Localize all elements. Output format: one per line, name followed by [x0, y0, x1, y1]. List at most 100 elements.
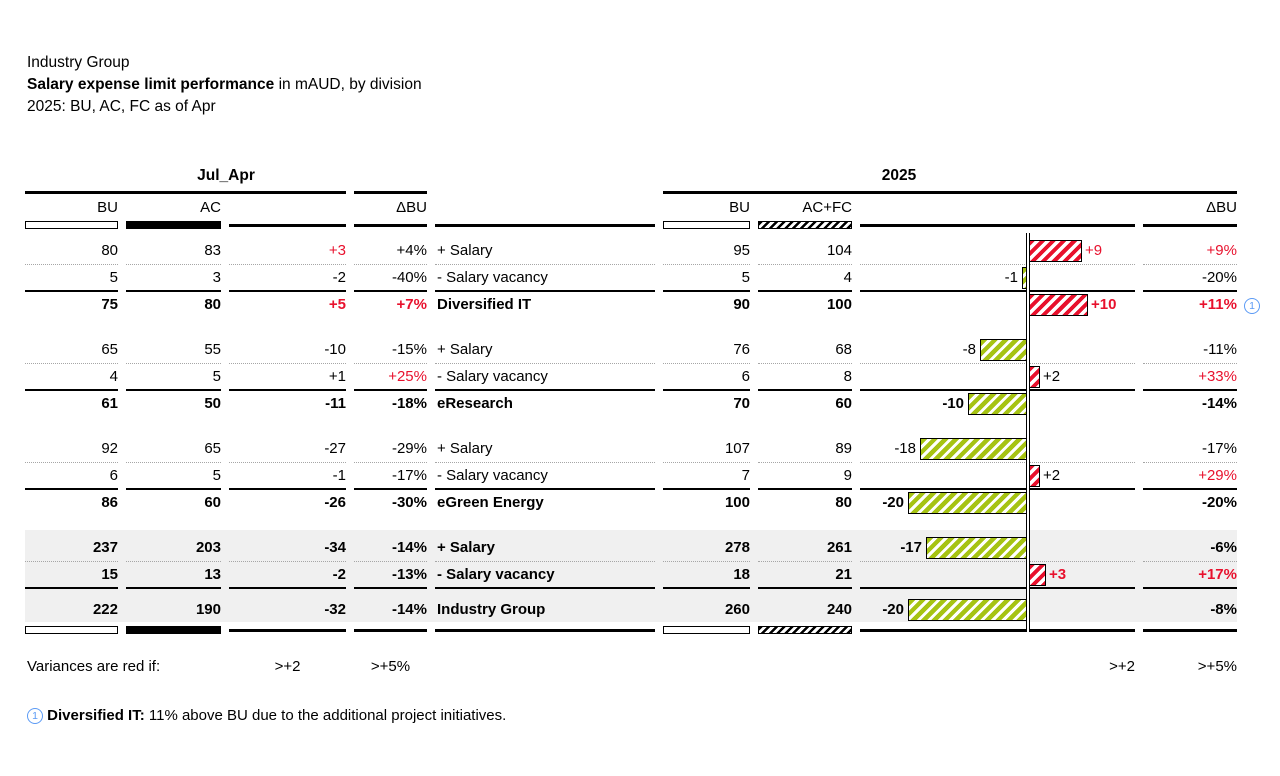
bu-scenario-key-icon — [663, 221, 750, 229]
title-line-measure: Salary expense limit performance in mAUD… — [27, 74, 422, 96]
division-block-eresearch: 65 55 -10 -15% + Salary 4 5 +1 +25% - Sa… — [25, 337, 655, 418]
bu-value: 15 — [25, 562, 118, 589]
bar-value-label: +10 — [1091, 296, 1117, 313]
variance-pct: -30% — [391, 494, 427, 511]
variance-chart-cell: -17 — [860, 535, 1135, 562]
column-rule — [435, 629, 655, 632]
ac-value: 5 — [126, 364, 221, 391]
bu-value: 75 — [101, 296, 118, 313]
variance-pct: -40% — [354, 265, 427, 292]
variance-bar: +9 — [1028, 240, 1102, 262]
acfc-scenario-key-icon — [758, 221, 852, 229]
variance-chart-cell: +2 — [860, 364, 1135, 391]
bu-value: 6 — [25, 463, 118, 490]
bar-value-label: -17 — [900, 539, 922, 556]
table-row-salary: 107 89 -18 -17% — [663, 436, 1237, 463]
variance-pct: -20% — [1201, 494, 1237, 511]
division-block-industry-group: 237 203 -34 -14% + Salary 15 13 -2 -13% … — [25, 535, 655, 624]
bar-value-label: +2 — [1043, 368, 1061, 385]
division-label: eResearch — [437, 395, 513, 412]
report-title: Industry Group Salary expense limit perf… — [27, 52, 422, 118]
variance-pct: -14% — [354, 535, 427, 562]
bu-value: 90 — [733, 296, 750, 313]
right-column-headers: BU AC+FC ΔBU — [663, 197, 1237, 221]
table-row-vacancy: 5 3 -2 -40% - Salary vacancy — [25, 265, 655, 292]
bar-value-label: +2 — [1043, 467, 1061, 484]
bu-scenario-key-icon — [25, 221, 118, 229]
acfc-value: 60 — [835, 395, 852, 412]
acfc-value: 104 — [758, 238, 852, 265]
bar-value-label: +9 — [1085, 242, 1103, 259]
bar-value-label: -10 — [942, 395, 964, 412]
left-closing-key-row — [25, 625, 655, 634]
ac-value: 203 — [126, 535, 221, 562]
acfc-value: 89 — [758, 436, 852, 463]
col-header-delta-bu: ΔBU — [396, 199, 427, 216]
bu-value: 5 — [663, 265, 750, 292]
bu-value: 100 — [724, 494, 750, 511]
variance-abs: -2 — [229, 562, 346, 589]
bar-value-label: -18 — [894, 440, 916, 457]
variance-abs: -10 — [229, 337, 346, 364]
variance-chart-cell: -20 — [860, 597, 1135, 624]
variance-abs: -32 — [324, 601, 346, 618]
variance-pct: -17% — [1143, 436, 1237, 463]
col-header-bu: BU — [97, 199, 118, 216]
variance-abs: -1 — [229, 463, 346, 490]
variance-pct: +33% — [1143, 364, 1237, 391]
division-block-egreen-energy: 92 65 -27 -29% + Salary 6 5 -1 -17% - Sa… — [25, 436, 655, 517]
col-header-delta-bu: ΔBU — [1206, 199, 1237, 216]
variance-abs: +5 — [328, 296, 346, 313]
ac-value: 50 — [204, 395, 221, 412]
period-header-2025: 2025 — [881, 167, 917, 184]
variance-abs: -26 — [324, 494, 346, 511]
title-measure-bold: Salary expense limit performance — [27, 76, 275, 93]
table-row-vacancy: 15 13 -2 -13% - Salary vacancy — [25, 562, 655, 589]
table-row-salary: 80 83 +3 +4% + Salary — [25, 238, 655, 265]
bu-value: 95 — [663, 238, 750, 265]
bu-value: 18 — [663, 562, 750, 589]
variance-chart-cell: +10 — [860, 292, 1135, 319]
variance-chart-cell: +2 — [860, 463, 1135, 490]
variance-bar: +2 — [1028, 366, 1060, 388]
acfc-value: 21 — [758, 562, 852, 589]
note-marker-1[interactable]: 1 — [1244, 297, 1260, 314]
variance-bar: -20 — [882, 492, 1028, 514]
variance-bar: -20 — [882, 599, 1028, 621]
division-total-row: 61 50 -11 -18% eResearch — [25, 391, 655, 418]
variance-chart-cell: -1 — [860, 265, 1135, 292]
ac-value: 80 — [204, 296, 221, 313]
variance-chart-cell: -10 — [860, 391, 1135, 418]
ac-value: 3 — [126, 265, 221, 292]
ac-scenario-key-icon — [126, 626, 221, 634]
ac-value: 55 — [126, 337, 221, 364]
acfc-scenario-key-icon — [758, 626, 852, 634]
bu-value: 76 — [663, 337, 750, 364]
variance-pct: -14% — [1201, 395, 1237, 412]
acfc-value: 240 — [826, 601, 852, 618]
bu-value: 7 — [663, 463, 750, 490]
ac-value: 83 — [126, 238, 221, 265]
row-label: - Salary vacancy — [435, 364, 655, 391]
period-underline — [25, 191, 346, 194]
division-block-diversified-it: 95 104 +9 +9% 5 4 -1 -20% — [663, 238, 1237, 319]
bu-value: 222 — [92, 601, 118, 618]
period-header-julapr: Jul_Apr — [197, 167, 255, 184]
bu-scenario-key-icon — [663, 626, 750, 634]
circled-1-icon[interactable]: 1 — [1244, 298, 1260, 314]
bar-value-label: -20 — [882, 494, 904, 511]
division-total-row: 90 100 +10 +11% — [663, 292, 1237, 319]
table-row-salary: 237 203 -34 -14% + Salary — [25, 535, 655, 562]
variance-bar: +10 — [1028, 294, 1116, 316]
left-scenario-key-row — [25, 220, 655, 229]
variance-rule-pct-right: >+5% — [1197, 658, 1237, 675]
footnote-division: Diversified IT: — [47, 707, 145, 724]
variance-abs: -27 — [229, 436, 346, 463]
bar-value-label: +3 — [1049, 566, 1067, 583]
variance-rule-abs-left: >+2 — [274, 658, 301, 675]
variance-abs: -2 — [229, 265, 346, 292]
table-row-vacancy: 6 8 +2 +33% — [663, 364, 1237, 391]
column-rule — [354, 629, 427, 632]
circled-1-icon[interactable]: 1 — [27, 708, 43, 724]
